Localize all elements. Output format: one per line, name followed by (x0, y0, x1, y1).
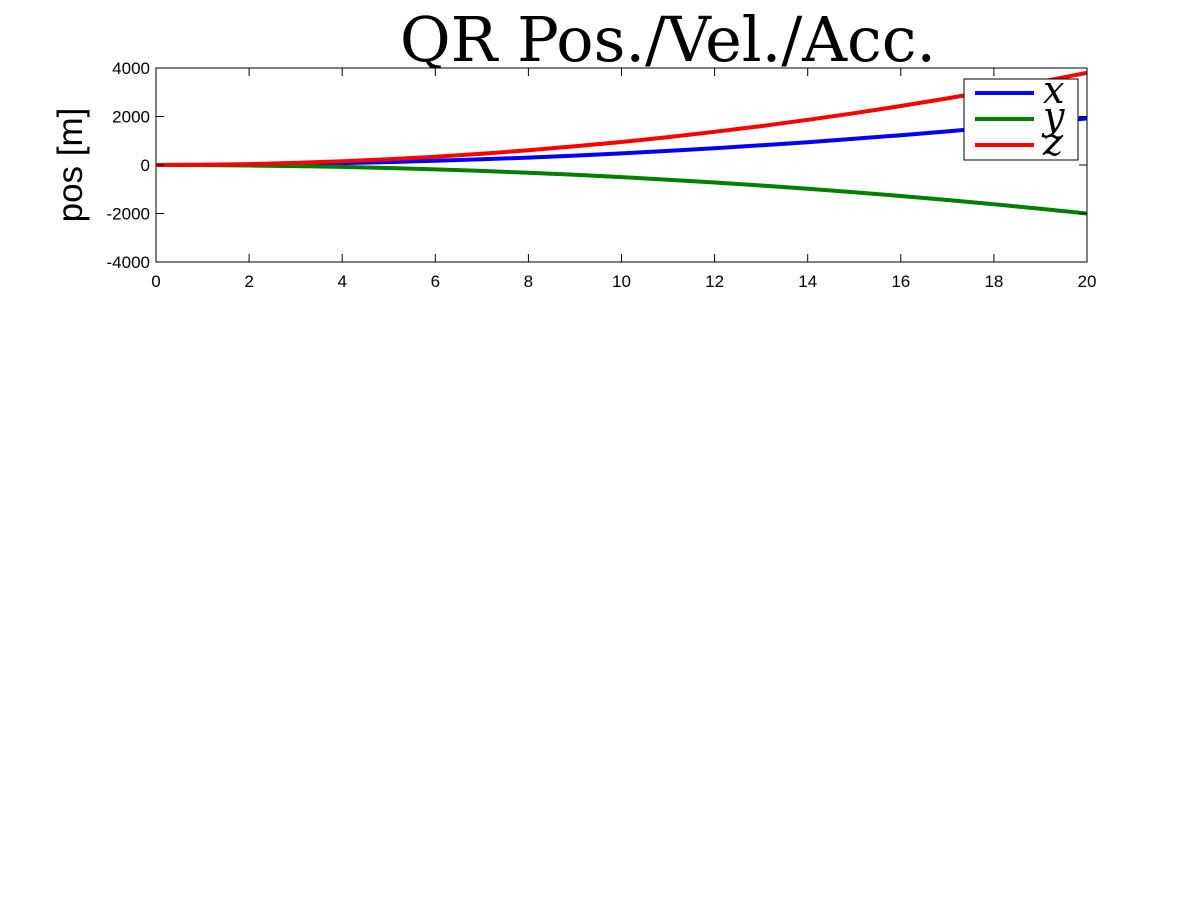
x-tick-label: 0 (151, 272, 160, 291)
legend-label-y: y (1041, 94, 1065, 138)
legend-label-z: z (1042, 120, 1064, 164)
chart-title: QR Pos./Vel./Acc. (400, 3, 936, 76)
y-axis-label: pos [m] (51, 108, 90, 223)
series-line-z (155, 70, 1088, 167)
series-line-y (155, 163, 1088, 216)
x-tick-label: 20 (1078, 272, 1097, 291)
y-tick-label: -2000 (107, 205, 150, 224)
y-tick-label: 2000 (112, 108, 150, 127)
x-tick-label: 10 (612, 272, 631, 291)
y-tick-label: 0 (141, 156, 150, 175)
x-tick-label: 16 (891, 272, 910, 291)
legend: xyz (963, 68, 1079, 164)
x-tick-label: 6 (431, 272, 440, 291)
legend-entries: xyz (975, 68, 1065, 164)
plot-area: 0 2 4 6 8 10 12 14 16 18 20 -4000 -2000 0 2000 4000 (107, 59, 1097, 291)
y-tick-label: -4000 (107, 253, 150, 272)
series-layer (155, 70, 1088, 216)
x-tick-label: 8 (524, 272, 533, 291)
x-tick-label: 18 (984, 272, 1003, 291)
x-tick-label: 12 (705, 272, 724, 291)
y-tick-label: 4000 (112, 59, 150, 78)
x-tick-label: 2 (244, 272, 253, 291)
tick-layer: 0 2 4 6 8 10 12 14 16 18 20 -4000 -2000 0 2000 4000 (107, 59, 1097, 291)
x-tick-label: 14 (798, 272, 817, 291)
x-tick-label: 4 (337, 272, 346, 291)
legend-label-x: x (1043, 68, 1064, 112)
